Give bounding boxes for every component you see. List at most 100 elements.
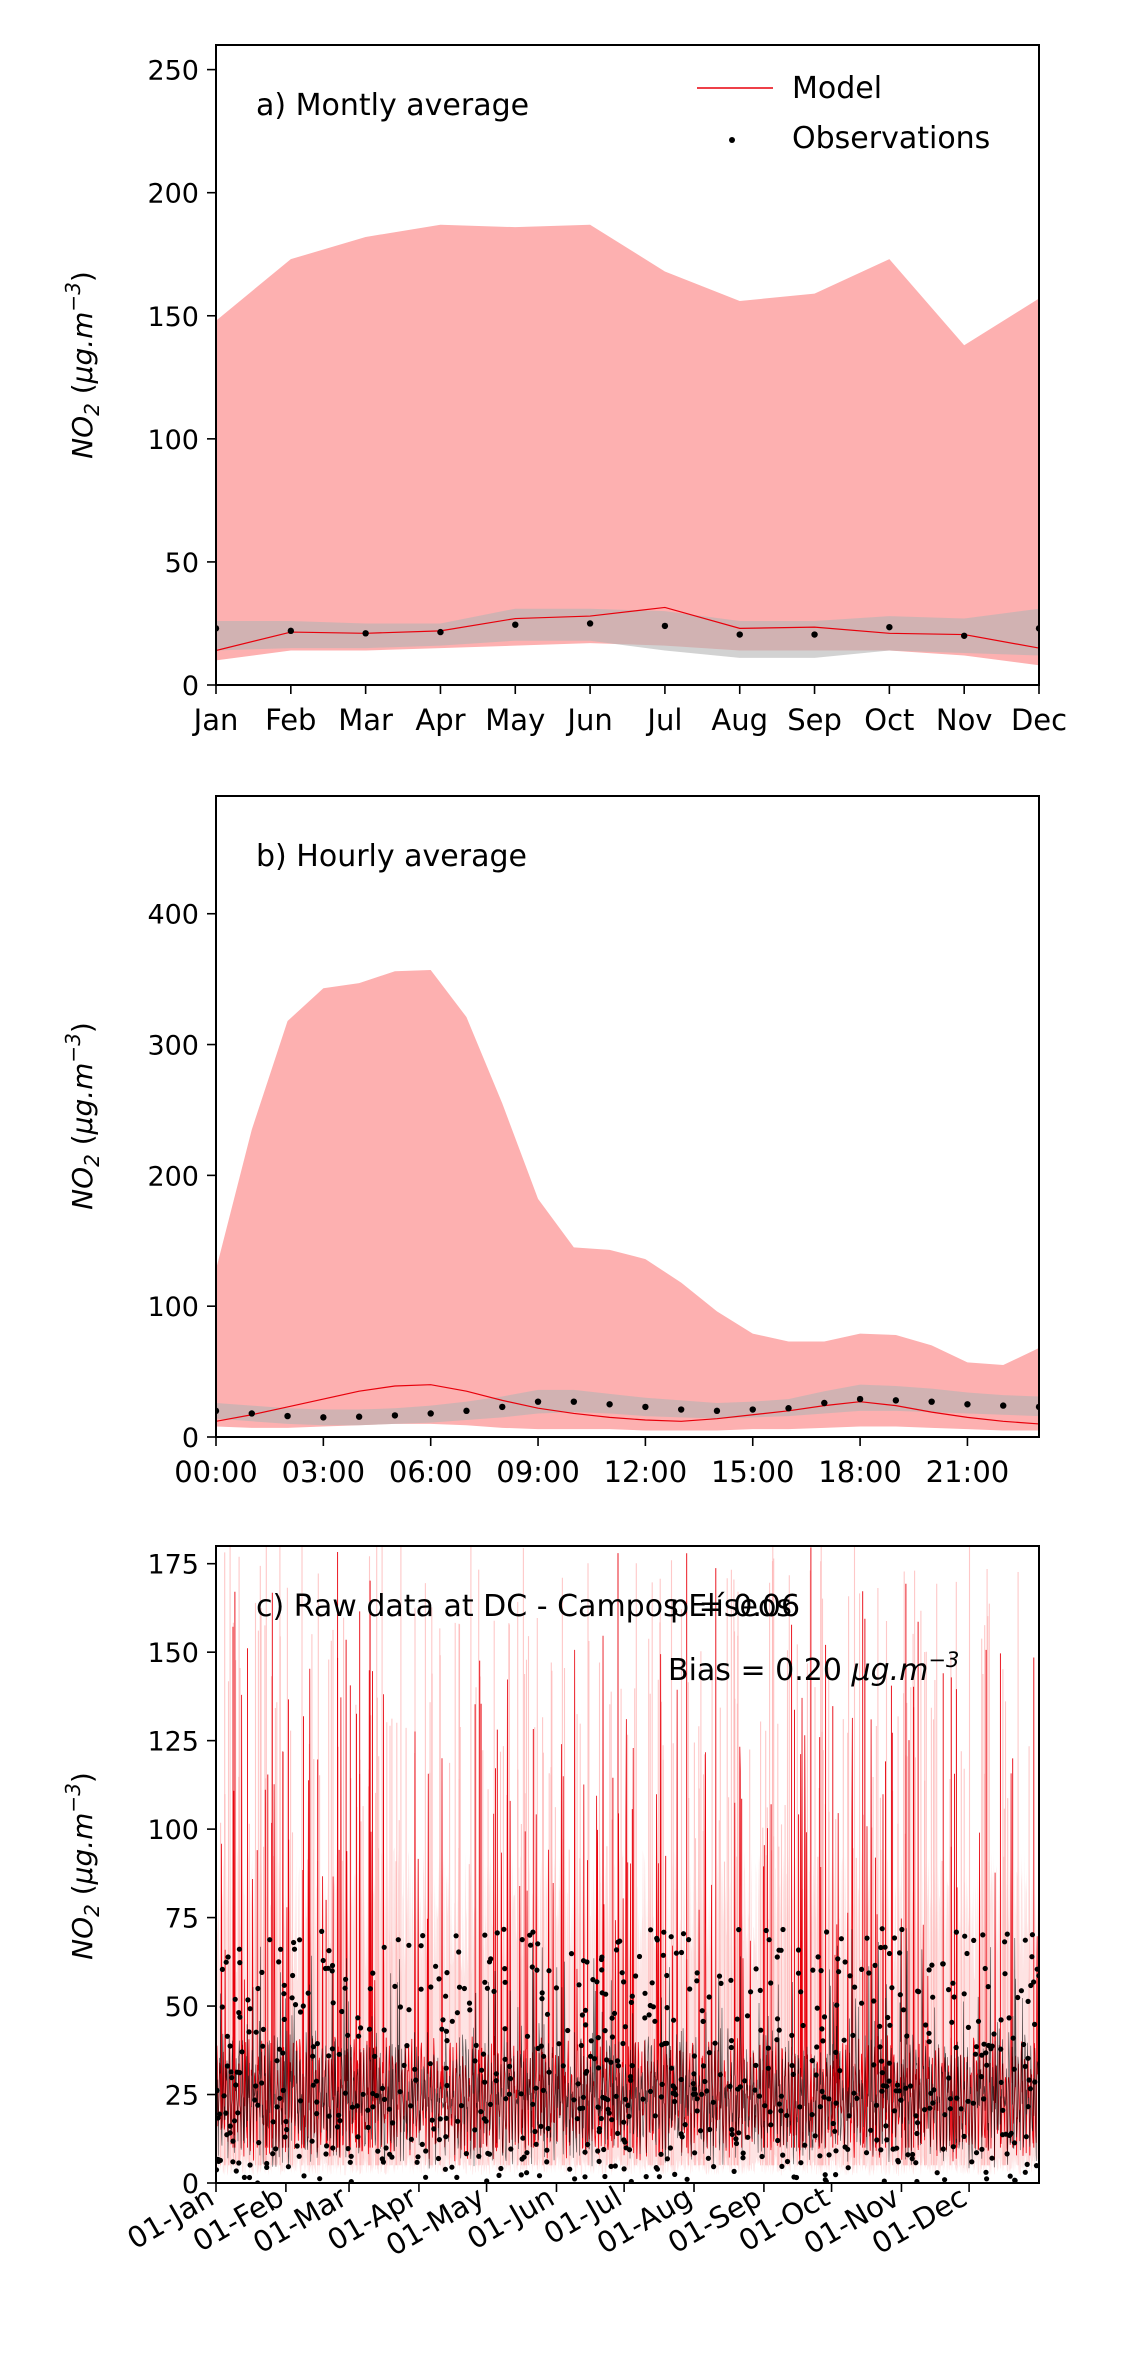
observation-point — [613, 2093, 619, 2099]
observation-point — [903, 2085, 909, 2091]
observation-point — [774, 1954, 780, 1960]
observation-point — [1004, 2151, 1010, 2157]
observation-point — [453, 1933, 459, 1939]
observation-point — [710, 2099, 716, 2105]
observation-point — [296, 2153, 302, 2159]
x-tick-label: 00:00 — [174, 1455, 258, 1489]
observation-point — [758, 2027, 764, 2033]
observation-point — [765, 2065, 771, 2071]
observation-point — [728, 2038, 735, 2044]
observation-point — [602, 2028, 608, 2034]
observation-point — [811, 631, 818, 638]
observation-point — [654, 1937, 660, 1943]
y-tick-label: 125 — [147, 1727, 199, 1758]
observation-point — [585, 2141, 591, 2148]
observation-point — [946, 1987, 952, 1993]
observation-point — [429, 2117, 435, 2123]
observation-point — [838, 1936, 845, 1942]
observation-point — [508, 2146, 514, 2152]
observation-point — [310, 2082, 316, 2088]
observation-point — [535, 1941, 541, 1947]
observation-point — [355, 1413, 363, 1420]
observation-point — [965, 2098, 971, 2104]
observation-point — [642, 1990, 648, 1996]
observation-point — [852, 1984, 858, 1990]
observation-point — [314, 2041, 320, 2047]
observation-point — [595, 2035, 601, 2041]
observation-point — [745, 2134, 751, 2140]
observation-point — [898, 2097, 904, 2103]
observation-point — [413, 2077, 419, 2083]
observation-point — [594, 1979, 600, 1985]
observation-point — [886, 2060, 893, 2066]
observation-point — [534, 1398, 542, 1405]
panel-c-frame — [215, 1545, 1040, 2184]
observation-point — [603, 1991, 609, 1997]
observation-point — [255, 2102, 261, 2108]
observation-point — [633, 1973, 639, 1979]
observation-point — [467, 2007, 473, 2013]
observation-point — [412, 2066, 418, 2072]
observation-point — [846, 2113, 852, 2119]
observation-point — [979, 2146, 985, 2152]
observation-point — [419, 2141, 425, 2147]
observation-point — [826, 2152, 832, 2158]
observation-point — [691, 2071, 697, 2077]
observation-point — [951, 1994, 957, 2000]
observation-point — [247, 2006, 253, 2012]
observation-point — [748, 1989, 754, 1995]
observation-point — [832, 2128, 838, 2134]
y-axis-label: NO2 (μg.m−3) — [61, 1022, 104, 1210]
observation-point — [245, 1997, 251, 2003]
observation-point — [527, 1942, 534, 1948]
observation-point — [595, 2148, 601, 2154]
observation-point — [577, 2105, 583, 2112]
observation-point — [260, 2043, 266, 2049]
observation-point — [282, 2134, 288, 2140]
observation-point — [423, 2148, 429, 2154]
observation-point — [579, 2012, 586, 2018]
observation-point — [241, 2174, 247, 2180]
observation-point — [809, 2112, 815, 2118]
observation-point — [486, 1959, 493, 1965]
observation-point — [224, 2132, 230, 2138]
observation-point — [529, 1964, 535, 1970]
observation-point — [605, 2106, 611, 2112]
observation-point — [789, 2062, 795, 2069]
observation-point — [742, 2078, 748, 2084]
observation-point — [874, 2137, 880, 2143]
observation-point — [729, 2127, 735, 2133]
observation-point — [228, 2069, 234, 2075]
observation-point — [628, 1999, 635, 2005]
legend: Model Observations — [697, 71, 990, 156]
x-tick-label: Mar — [338, 703, 393, 737]
observation-point — [961, 1991, 967, 1997]
observation-point — [414, 2159, 420, 2165]
observation-point — [224, 2063, 230, 2069]
observation-point — [499, 1403, 506, 1411]
observation-point — [780, 2152, 786, 2158]
observation-point — [615, 1939, 621, 1945]
observation-point — [904, 2033, 910, 2039]
observation-point — [466, 2000, 473, 2006]
stat-p-value: p = 0.06 — [670, 1589, 800, 1624]
observation-point — [950, 2144, 956, 2150]
observation-point — [383, 2145, 389, 2151]
observation-point — [366, 2026, 373, 2032]
observation-point — [310, 2053, 316, 2059]
observation-point — [456, 1984, 463, 1990]
observation-point — [926, 2030, 932, 2036]
observation-point — [375, 2148, 381, 2154]
observation-point — [700, 2018, 706, 2024]
observation-point — [431, 2126, 437, 2132]
observation-point — [586, 620, 594, 627]
observation-point — [427, 1410, 434, 1417]
observation-point — [480, 2051, 487, 2057]
y-tick-label: 175 — [147, 1550, 199, 1581]
observation-point — [370, 2090, 376, 2097]
observation-point — [560, 2063, 566, 2069]
observation-point — [718, 1980, 724, 1986]
observation-point — [847, 1973, 853, 1979]
observation-point — [913, 2113, 919, 2119]
observation-point — [278, 1946, 284, 1952]
